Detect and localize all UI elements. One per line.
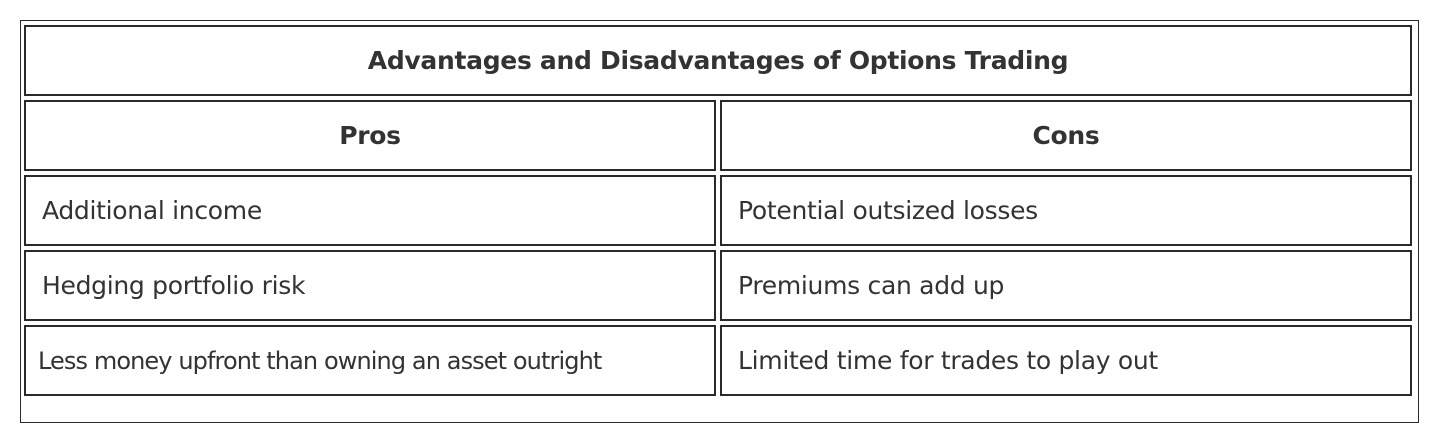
table-row: Less money upfront than owning an asset … [24,325,1412,396]
table-title: Advantages and Disadvantages of Options … [24,25,1412,96]
header-pros: Pros [24,100,716,171]
con-cell: Premiums can add up [720,250,1412,321]
options-pros-cons-table: Advantages and Disadvantages of Options … [20,20,1419,423]
pro-cell: Less money upfront than owning an asset … [24,325,716,396]
header-cons: Cons [720,100,1412,171]
pro-cell: Hedging portfolio risk [24,250,716,321]
table-row: Additional income Potential outsized los… [24,175,1412,246]
con-cell: Potential outsized losses [720,175,1412,246]
pro-cell: Additional income [24,175,716,246]
table-row: Hedging portfolio risk Premiums can add … [24,250,1412,321]
con-cell: Limited time for trades to play out [720,325,1412,396]
